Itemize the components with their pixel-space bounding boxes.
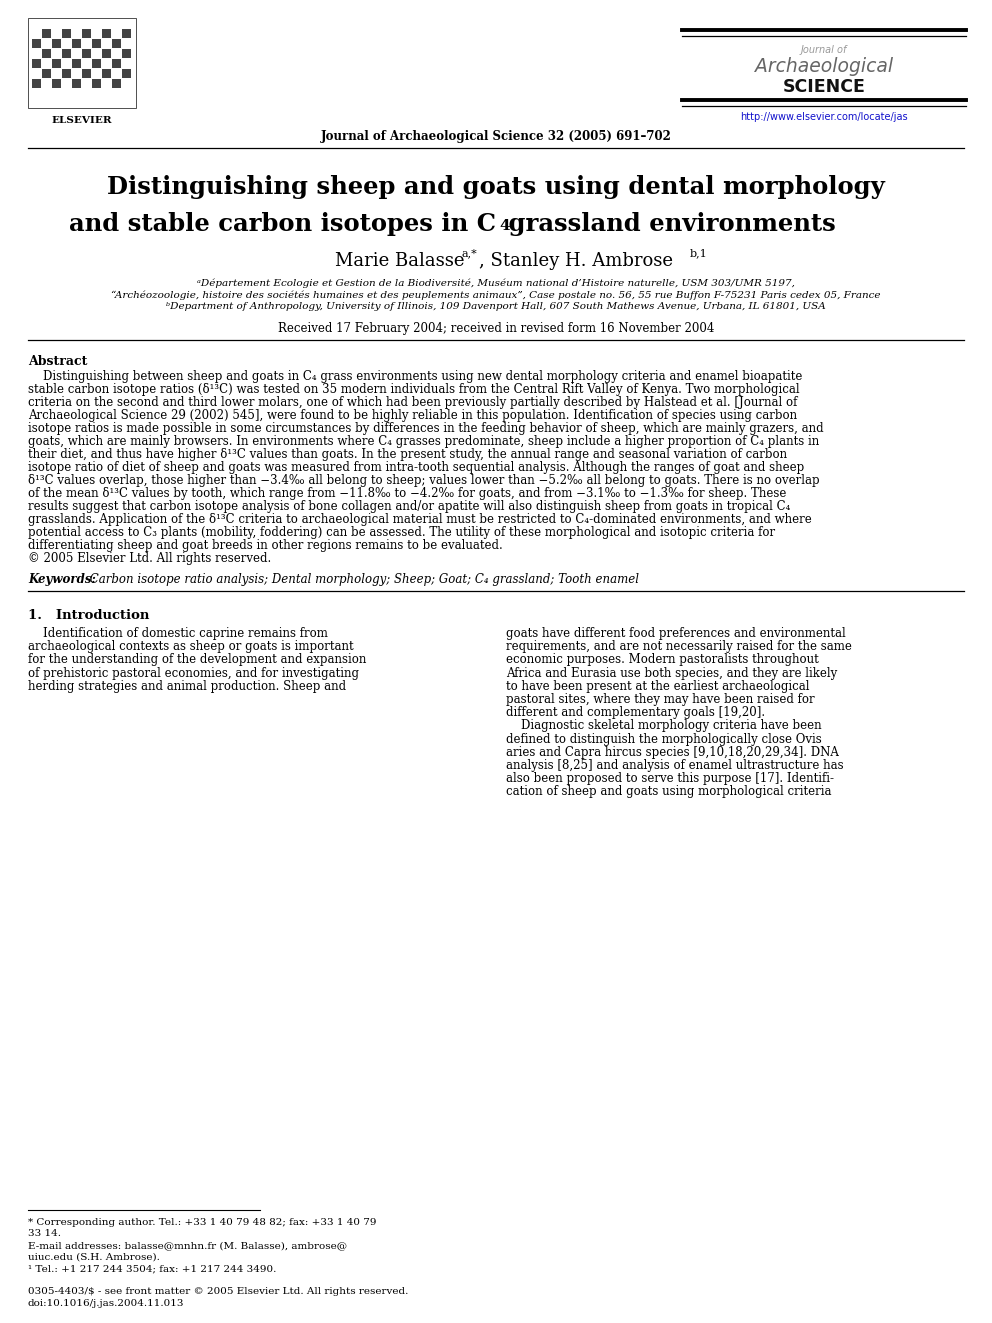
Text: ¹ Tel.: +1 217 244 3504; fax: +1 217 244 3490.: ¹ Tel.: +1 217 244 3504; fax: +1 217 244… [28,1263,277,1273]
Text: E-mail addresses: balasse@mnhn.fr (M. Balasse), ambrose@: E-mail addresses: balasse@mnhn.fr (M. Ba… [28,1241,347,1250]
Bar [72,60,81,67]
Text: Archaeological: Archaeological [755,57,893,75]
Bar [102,49,111,58]
Bar [32,38,41,48]
Text: differentiating sheep and goat breeds in other regions remains to be evaluated.: differentiating sheep and goat breeds in… [28,538,503,552]
Text: goats, which are mainly browsers. In environments where C₄ grasses predominate, : goats, which are mainly browsers. In env… [28,435,819,448]
Bar [122,49,131,58]
Bar [32,79,41,89]
Text: of the mean δ¹³C values by tooth, which range from −11.8‰ to −4.2‰ for goats, an: of the mean δ¹³C values by tooth, which … [28,487,787,500]
Text: different and complementary goals [19,20].: different and complementary goals [19,20… [506,706,765,720]
Bar [42,69,51,78]
Text: Journal of Archaeological Science 32 (2005) 691–702: Journal of Archaeological Science 32 (20… [320,130,672,143]
Text: Archaeological Science 29 (2002) 545], were found to be highly reliable in this : Archaeological Science 29 (2002) 545], w… [28,409,798,422]
Bar [28,19,136,108]
Bar [92,38,101,48]
Bar [102,29,111,38]
Text: isotope ratios is made possible in some circumstances by differences in the feed: isotope ratios is made possible in some … [28,422,823,435]
Text: analysis [8,25] and analysis of enamel ultrastructure has: analysis [8,25] and analysis of enamel u… [506,759,843,773]
Text: their diet, and thus have higher δ¹³C values than goats. In the present study, t: their diet, and thus have higher δ¹³C va… [28,448,787,460]
Text: aries and Capra hircus species [9,10,18,20,29,34]. DNA: aries and Capra hircus species [9,10,18,… [506,746,839,759]
Text: economic purposes. Modern pastoralists throughout: economic purposes. Modern pastoralists t… [506,654,818,667]
Text: of prehistoric pastoral economies, and for investigating: of prehistoric pastoral economies, and f… [28,667,359,680]
Text: Keywords:: Keywords: [28,573,96,586]
Text: Received 17 February 2004; received in revised form 16 November 2004: Received 17 February 2004; received in r… [278,321,714,335]
Text: for the understanding of the development and expansion: for the understanding of the development… [28,654,366,667]
Bar [72,79,81,89]
Text: and stable carbon isotopes in C: and stable carbon isotopes in C [69,212,496,235]
Text: Carbon isotope ratio analysis; Dental morphology; Sheep; Goat; C₄ grassland; Too: Carbon isotope ratio analysis; Dental mo… [86,573,639,586]
Bar [92,60,101,67]
Text: Marie Balasse: Marie Balasse [335,251,464,270]
Bar [102,69,111,78]
Text: grasslands. Application of the δ¹³C criteria to archaeological material must be : grasslands. Application of the δ¹³C crit… [28,513,811,527]
Text: to have been present at the earliest archaeological: to have been present at the earliest arc… [506,680,809,693]
Text: a,*: a,* [462,247,478,258]
Text: herding strategies and animal production. Sheep and: herding strategies and animal production… [28,680,346,693]
Text: requirements, and are not necessarily raised for the same: requirements, and are not necessarily ra… [506,640,852,654]
Bar [72,38,81,48]
Text: http://www.elsevier.com/locate/jas: http://www.elsevier.com/locate/jas [740,112,908,122]
Text: δ¹³C values overlap, those higher than −3.4‰ all belong to sheep; values lower t: δ¹³C values overlap, those higher than −… [28,474,819,487]
Text: doi:10.1016/j.jas.2004.11.013: doi:10.1016/j.jas.2004.11.013 [28,1298,185,1307]
Bar [62,29,71,38]
Bar [122,69,131,78]
Text: Abstract: Abstract [28,355,87,368]
Bar [92,79,101,89]
Text: results suggest that carbon isotope analysis of bone collagen and/or apatite wil: results suggest that carbon isotope anal… [28,500,791,513]
Text: Distinguishing between sheep and goats in C₄ grass environments using new dental: Distinguishing between sheep and goats i… [28,370,803,382]
Bar [112,38,121,48]
Text: pastoral sites, where they may have been raised for: pastoral sites, where they may have been… [506,693,814,706]
Bar [52,60,61,67]
Bar [112,79,121,89]
Text: SCIENCE: SCIENCE [783,78,865,97]
Bar [122,29,131,38]
Bar [42,49,51,58]
Bar [32,60,41,67]
Bar [52,79,61,89]
Bar [52,38,61,48]
Text: ᵇDepartment of Anthropology, University of Illinois, 109 Davenport Hall, 607 Sou: ᵇDepartment of Anthropology, University … [166,302,826,311]
Text: cation of sheep and goats using morphological criteria: cation of sheep and goats using morpholo… [506,786,831,798]
Text: archaeological contexts as sheep or goats is important: archaeological contexts as sheep or goat… [28,640,353,654]
Text: 33 14.: 33 14. [28,1229,61,1238]
Bar [62,49,71,58]
Text: grassland environments: grassland environments [500,212,835,235]
Text: ELSEVIER: ELSEVIER [52,116,112,124]
Bar [82,49,91,58]
Text: b,1: b,1 [690,247,707,258]
Text: © 2005 Elsevier Ltd. All rights reserved.: © 2005 Elsevier Ltd. All rights reserved… [28,552,271,565]
Text: 0305-4403/$ - see front matter © 2005 Elsevier Ltd. All rights reserved.: 0305-4403/$ - see front matter © 2005 El… [28,1287,409,1297]
Text: Diagnostic skeletal morphology criteria have been: Diagnostic skeletal morphology criteria … [506,720,821,733]
Text: potential access to C₃ plants (mobility, foddering) can be assessed. The utility: potential access to C₃ plants (mobility,… [28,527,775,538]
Bar [112,60,121,67]
Text: , Stanley H. Ambrose: , Stanley H. Ambrose [479,251,673,270]
Text: Journal of: Journal of [801,45,847,56]
Text: isotope ratio of diet of sheep and goats was measured from intra-tooth sequentia: isotope ratio of diet of sheep and goats… [28,460,805,474]
Bar [82,69,91,78]
Text: stable carbon isotope ratios (δ¹³C) was tested on 35 modern individuals from the: stable carbon isotope ratios (δ¹³C) was … [28,382,800,396]
Bar [62,69,71,78]
Text: Identification of domestic caprine remains from: Identification of domestic caprine remai… [28,627,328,640]
Text: 4: 4 [499,220,510,233]
Text: “Archéozoologie, histoire des sociétés humaines et des peuplements animaux”, Cas: “Archéozoologie, histoire des sociétés h… [111,290,881,299]
Text: 1.   Introduction: 1. Introduction [28,609,150,622]
Bar [82,29,91,38]
Text: Africa and Eurasia use both species, and they are likely: Africa and Eurasia use both species, and… [506,667,837,680]
Text: ᵃDépartement Ecologie et Gestion de la Biodiversité, Muséum national d’Histoire : ᵃDépartement Ecologie et Gestion de la B… [197,278,795,287]
Text: goats have different food preferences and environmental: goats have different food preferences an… [506,627,846,640]
Bar [42,29,51,38]
Text: defined to distinguish the morphologically close Ovis: defined to distinguish the morphological… [506,733,821,746]
Text: uiuc.edu (S.H. Ambrose).: uiuc.edu (S.H. Ambrose). [28,1253,160,1262]
Text: Distinguishing sheep and goats using dental morphology: Distinguishing sheep and goats using den… [107,175,885,198]
Text: also been proposed to serve this purpose [17]. Identifi-: also been proposed to serve this purpose… [506,773,834,785]
Text: * Corresponding author. Tel.: +33 1 40 79 48 82; fax: +33 1 40 79: * Corresponding author. Tel.: +33 1 40 7… [28,1218,377,1226]
Text: criteria on the second and third lower molars, one of which had been previously : criteria on the second and third lower m… [28,396,798,409]
